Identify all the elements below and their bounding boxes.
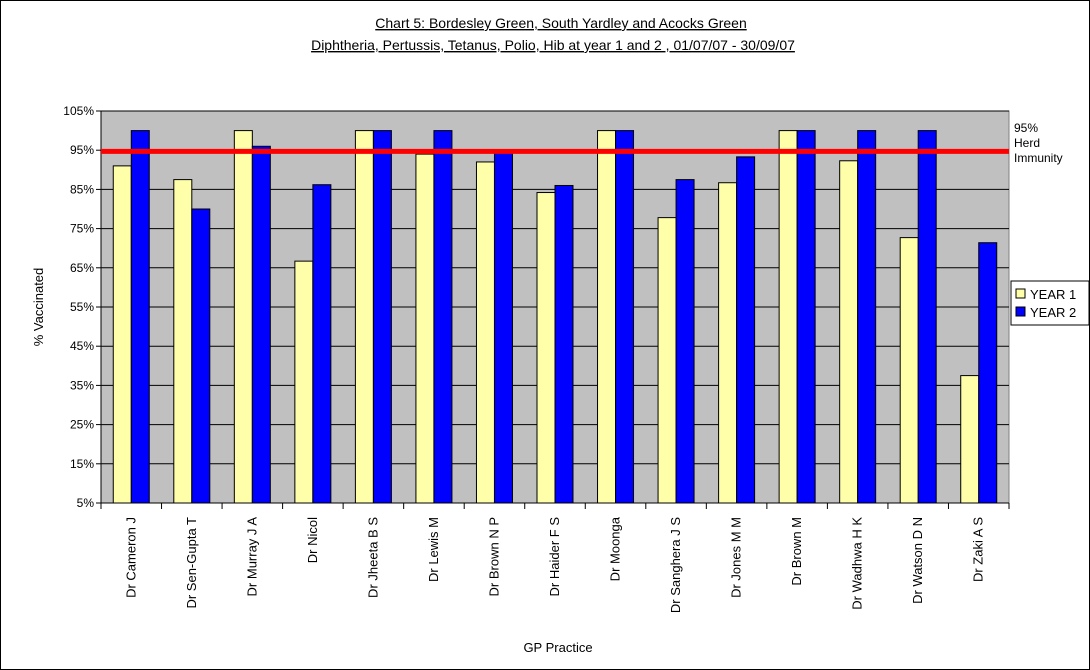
- legend: YEAR 1 YEAR 2: [1010, 280, 1089, 326]
- bar-year-2: [857, 130, 877, 504]
- y-tick-label: 35%: [70, 378, 94, 392]
- x-tick-label: Dr Zaki A S: [971, 517, 986, 582]
- chart-title: Chart 5: Bordesley Green, South Yardley …: [375, 15, 746, 31]
- bar-year-1: [173, 179, 193, 504]
- bar-year-1: [839, 160, 859, 504]
- reference-label: Herd: [1014, 136, 1040, 150]
- bar-year-1: [415, 153, 435, 504]
- bar-year-2: [917, 130, 937, 504]
- x-tick-label: Dr Sanghera J S: [668, 517, 683, 613]
- x-tick-label: Dr Jones M M: [729, 517, 744, 598]
- x-tick-label: Dr Watson D N: [910, 517, 925, 604]
- bar-year-2: [493, 150, 513, 504]
- bar-year-2: [130, 130, 150, 504]
- y-tick-label: 55%: [70, 300, 94, 314]
- x-tick-label: Dr Sen-Gupta T: [184, 517, 199, 609]
- x-axis-title: GP Practice: [523, 640, 592, 655]
- x-tick-label: Dr Brown N P: [486, 517, 501, 596]
- y-tick-label: 95%: [70, 143, 94, 157]
- bar-year-2: [978, 242, 998, 504]
- bar-year-1: [112, 165, 132, 504]
- y-tick-label: 5%: [77, 496, 95, 510]
- bar-year-2: [615, 130, 635, 504]
- y-axis: 5% 15% 25% 35% 45% 55% 65% 75% 85% 95% 105%: [63, 104, 102, 510]
- y-tick-label: 75%: [70, 222, 94, 236]
- bar-year-2: [372, 130, 392, 504]
- bar-year-2: [312, 184, 332, 504]
- x-tick-label: Dr Cameron J: [123, 517, 138, 598]
- y-tick-label: 45%: [70, 339, 94, 353]
- bar-year-1: [778, 130, 798, 504]
- x-axis: Dr Cameron J Dr Sen-Gupta T Dr Murray J A D…: [100, 502, 1010, 613]
- x-tick-label: Dr Lewis M: [426, 517, 441, 582]
- bar-year-1: [536, 192, 556, 504]
- reference-label: 95%: [1014, 121, 1038, 135]
- x-tick-label: Dr Nicol: [305, 517, 320, 563]
- y-tick-label: 105%: [63, 104, 94, 118]
- bar-year-1: [960, 375, 980, 504]
- bar-year-2: [796, 130, 816, 504]
- x-tick-label: Dr Murray J A: [244, 517, 259, 597]
- legend-box: [1010, 280, 1089, 326]
- bar-year-2: [433, 130, 453, 504]
- legend-label: YEAR 1: [1030, 287, 1076, 302]
- bar-year-1: [597, 130, 617, 504]
- bar-year-1: [718, 182, 738, 504]
- x-tick-label: Dr Moonga: [608, 516, 623, 581]
- x-tick-label: Dr Wadhwa H K: [850, 517, 865, 610]
- bar-year-1: [657, 217, 677, 504]
- x-tick-label: Dr Brown M: [789, 517, 804, 586]
- bar-year-2: [191, 208, 211, 504]
- y-tick-label: 15%: [70, 457, 94, 471]
- bar-year-2: [736, 156, 756, 504]
- y-tick-label: 85%: [70, 182, 94, 196]
- legend-swatch: [1015, 306, 1026, 317]
- bars: [112, 130, 998, 504]
- x-tick-label: Dr Haider F S: [547, 517, 562, 597]
- bar-year-1: [354, 130, 374, 504]
- bar-year-1: [475, 161, 495, 504]
- bar-year-1: [899, 237, 919, 504]
- bar-year-1: [233, 130, 253, 504]
- y-axis-title: % Vaccinated: [31, 268, 46, 347]
- y-tick-label: 25%: [70, 418, 94, 432]
- bar-year-2: [251, 145, 271, 504]
- chart-subtitle: Diphtheria, Pertussis, Tetanus, Polio, H…: [311, 37, 795, 53]
- bar-year-2: [675, 179, 695, 504]
- legend-swatch: [1015, 288, 1026, 299]
- reference-label: Immunity: [1014, 151, 1063, 165]
- bar-year-1: [294, 260, 314, 504]
- x-tick-label: Dr Jheeta B S: [365, 517, 380, 598]
- legend-label: YEAR 2: [1030, 305, 1076, 320]
- y-tick-label: 65%: [70, 261, 94, 275]
- bar-year-2: [554, 184, 574, 504]
